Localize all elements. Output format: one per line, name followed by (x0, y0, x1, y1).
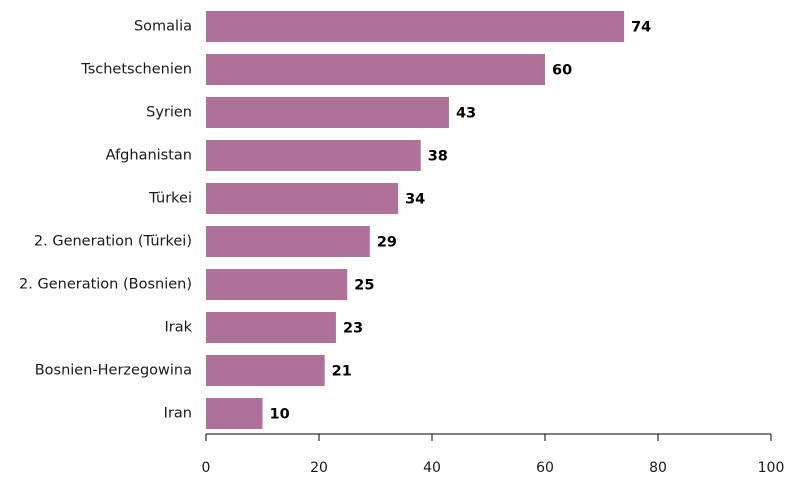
bar-0 (206, 11, 625, 42)
value-label: 29 (377, 235, 397, 251)
value-label: 74 (631, 20, 651, 36)
value-label: 34 (405, 192, 425, 208)
bar-8 (206, 355, 325, 386)
bar-4 (206, 183, 399, 214)
category-label: Iran (164, 406, 192, 422)
bar-5 (206, 226, 370, 257)
category-label: Afghanistan (106, 148, 192, 164)
value-label: 38 (428, 149, 448, 165)
category-label: Somalia (134, 19, 192, 35)
x-tick-label: 40 (423, 460, 441, 476)
category-label: Syrien (146, 105, 192, 121)
x-tick-label: 100 (758, 460, 785, 476)
bar-1 (206, 54, 545, 85)
x-tick-label: 20 (310, 460, 328, 476)
value-label: 23 (343, 321, 363, 337)
x-tick-label: 80 (649, 460, 667, 476)
category-label: Tschetschenien (80, 62, 192, 78)
x-tick-label: 0 (202, 460, 211, 476)
category-label: Bosnien-Herzegowina (35, 363, 192, 379)
bar-9 (206, 398, 263, 429)
bar-2 (206, 97, 449, 128)
bar-6 (206, 269, 348, 300)
category-label: 2. Generation (Türkei) (34, 234, 192, 250)
value-label: 60 (552, 63, 572, 79)
category-labels-group: Somalia Tschetschenien Syrien Afghanistan Tü… (19, 19, 193, 422)
bar-7 (206, 312, 336, 343)
category-label: 2. Generation (Bosnien) (19, 277, 192, 293)
bar-3 (206, 140, 421, 171)
bars-group (206, 11, 625, 429)
value-label: 43 (456, 106, 476, 122)
value-label: 25 (354, 278, 374, 294)
value-labels-group: 74 60 43 38 34 29 25 23 21 10 (270, 20, 652, 423)
x-tick-label: 60 (536, 460, 554, 476)
x-axis: 0 20 40 60 80 100 (202, 433, 785, 476)
value-label: 21 (332, 364, 352, 380)
category-label: Türkei (148, 191, 192, 207)
value-label: 10 (270, 407, 290, 423)
category-label: Irak (164, 320, 192, 336)
